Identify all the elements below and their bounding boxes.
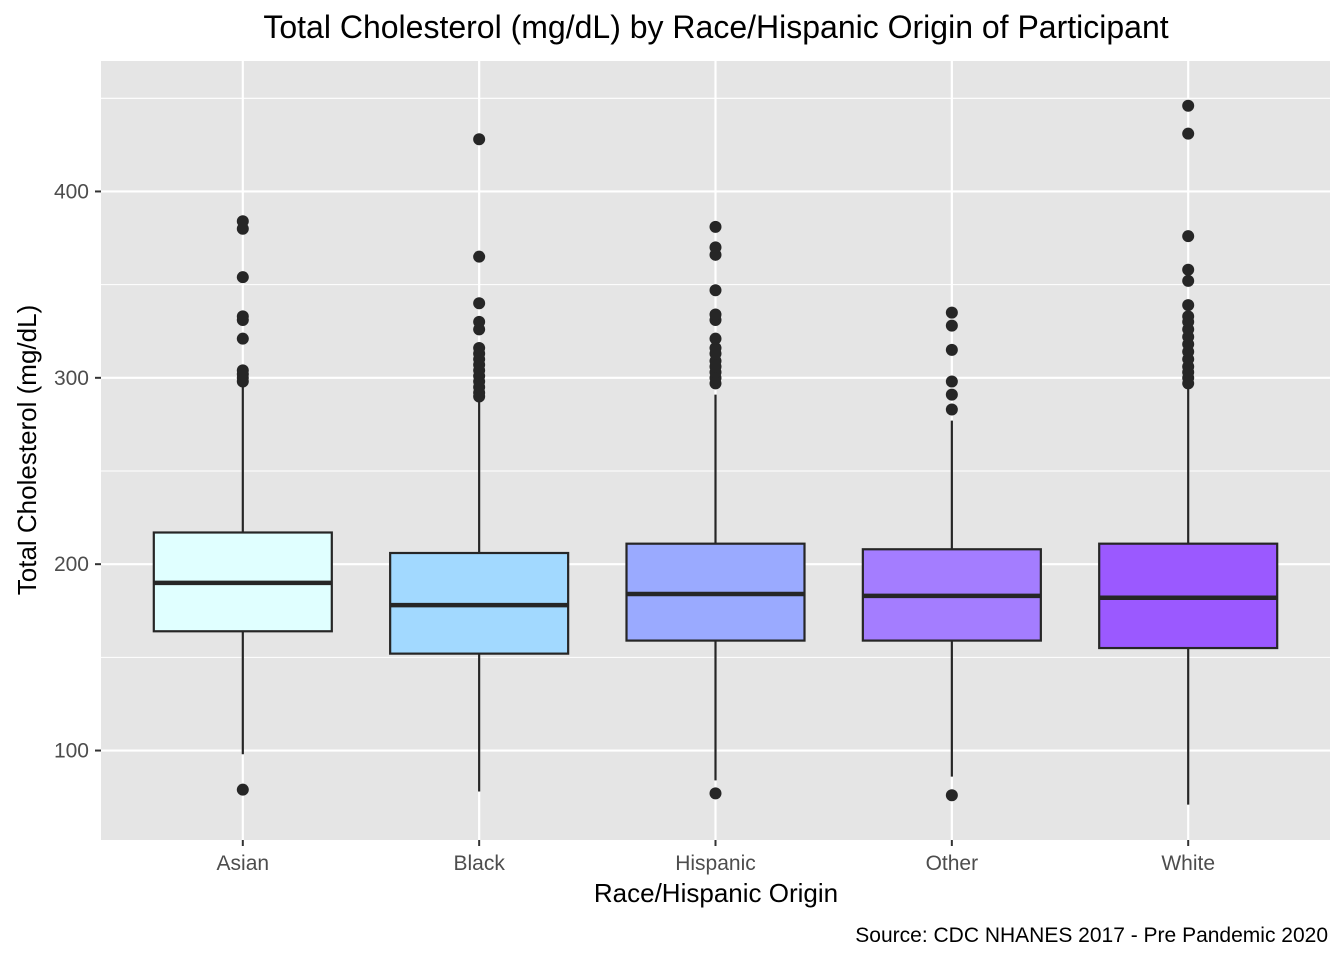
outlier-point: [1182, 127, 1195, 140]
outlier-point: [709, 284, 722, 297]
outlier-point: [473, 250, 486, 263]
y-tick-label: 100: [54, 740, 89, 763]
y-tick-label: 300: [54, 367, 89, 390]
outlier-point: [709, 241, 722, 254]
outlier-point: [473, 133, 486, 146]
y-axis: 100 200 300 400: [54, 180, 101, 763]
outlier-point: [473, 297, 486, 310]
outlier-point: [709, 342, 722, 354]
outlier-point: [709, 220, 722, 233]
y-axis-title: Total Cholesterol (mg/dL): [12, 305, 42, 595]
outlier-point: [709, 308, 722, 321]
outlier-point: [945, 375, 958, 388]
box-other: [861, 306, 1042, 802]
outlier-point: [945, 789, 958, 802]
outlier-point: [1182, 274, 1195, 287]
outlier-point: [236, 783, 249, 796]
x-tick-label: Hispanic: [675, 852, 756, 875]
outlier-point: [709, 332, 722, 345]
box-white: [1098, 99, 1279, 805]
boxes-layer: [152, 99, 1279, 805]
outlier-point: [945, 388, 958, 401]
outlier-point: [1182, 99, 1195, 112]
outlier-point: [945, 306, 958, 319]
outlier-point: [236, 271, 249, 284]
x-tick-label: White: [1161, 852, 1215, 875]
outlier-point: [236, 310, 249, 323]
outlier-point: [945, 403, 958, 416]
x-axis: Asian Black Hispanic Other White: [217, 840, 1215, 875]
outlier-point: [945, 319, 958, 332]
box-hispanic: [625, 220, 806, 800]
outlier-point: [236, 332, 249, 345]
outlier-point: [1182, 299, 1195, 312]
outlier-point: [945, 343, 958, 356]
outlier-point: [236, 364, 249, 377]
y-tick-label: 400: [54, 180, 89, 203]
x-tick-label: Black: [453, 852, 505, 875]
outlier-point: [1182, 230, 1195, 243]
box-black: [389, 133, 570, 792]
y-tick-label: 200: [54, 553, 89, 576]
outlier-point: [236, 215, 249, 228]
caption: Source: CDC NHANES 2017 - Pre Pandemic 2…: [855, 924, 1328, 947]
outlier-point: [473, 342, 486, 354]
x-tick-label: Asian: [217, 852, 270, 875]
outlier-point: [473, 315, 486, 328]
x-tick-label: Other: [926, 852, 979, 875]
x-axis-title: Race/Hispanic Origin: [594, 878, 838, 908]
outlier-point: [709, 787, 722, 800]
outlier-point: [1182, 263, 1195, 276]
chart-title: Total Cholesterol (mg/dL) by Race/Hispan…: [263, 9, 1168, 45]
outlier-point: [1182, 310, 1195, 323]
box-asian: [152, 215, 333, 796]
